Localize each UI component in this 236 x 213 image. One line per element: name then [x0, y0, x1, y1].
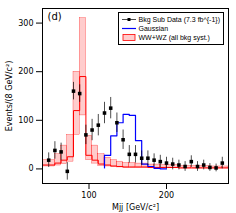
svg-text:Events/(8 GeV/c²): Events/(8 GeV/c²) [5, 61, 14, 132]
html-text:Bkg Sub Data (7.3 fb^{-1}): Bkg Sub Data (7.3 fb^{-1}) [138, 16, 220, 23]
svg-text:0: 0 [28, 164, 33, 173]
html-text:WW+WZ (all bkg syst.): WW+WZ (all bkg syst.) [138, 34, 210, 41]
svg-text:Mjj [GeV/c²]: Mjj [GeV/c²] [112, 203, 159, 212]
svg-text:200: 200 [18, 67, 33, 76]
html-text:Gaussian: Gaussian [138, 25, 169, 32]
svg-text:100: 100 [18, 116, 33, 125]
svg-text:100: 100 [81, 191, 96, 200]
svg-text:300: 300 [18, 19, 33, 28]
svg-text:(d): (d) [48, 11, 62, 22]
svg-text:200: 200 [159, 191, 174, 200]
